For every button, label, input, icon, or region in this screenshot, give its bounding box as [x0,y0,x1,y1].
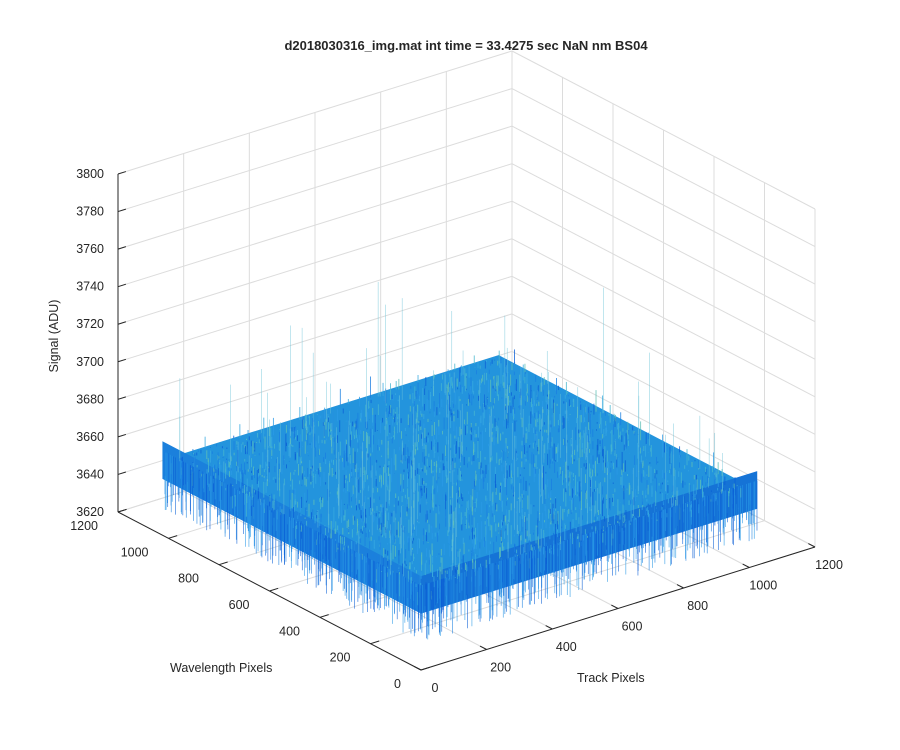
y-tick-label: 400 [279,624,300,638]
wall-grid-line [117,200,513,325]
y-tick-mark [370,640,380,645]
wall-grid-line [117,163,513,288]
wall-grid-line [511,238,816,398]
y-tick-mark [269,587,279,592]
tick-labels: 0 200 400 600 800 1000 1200 0 200 400 600 800 1000 12… [70,167,843,695]
y-tick-mark [420,666,430,671]
x-tick-label: 1200 [815,558,843,572]
wall-grid-line [511,163,816,323]
y-tick-mark [218,561,228,566]
x-tick-label: 800 [687,599,708,613]
wall-grid-line [117,238,513,363]
wall-grid-line [511,88,816,247]
x-tick-label: 1000 [749,579,777,593]
wall-grid-line [511,313,816,473]
x-tick-mark [479,645,487,650]
y-axis-label: Wavelength Pixels [170,661,272,675]
x-tick-mark [676,584,684,589]
wall-grid-line [511,50,816,210]
z-tick-label: 3760 [76,242,104,256]
y-tick-label: 0 [394,677,401,691]
z-axis-label: Signal (ADU) [47,300,61,373]
z-tick-mark [117,171,127,175]
z-tick-mark [117,208,127,213]
x-tick-label: 600 [622,620,643,634]
y-tick-label: 200 [330,651,351,665]
x-tick-label: 0 [432,681,439,695]
x-tick-mark [808,543,816,548]
z-tick-label: 3680 [76,392,104,406]
z-tick-mark [117,246,127,250]
axes [117,171,816,671]
x-tick-mark [545,625,553,630]
y-tick-label: 600 [229,598,250,612]
y-tick-mark [319,614,329,618]
z-tick-mark [117,396,127,400]
wall-grid-line [117,313,513,438]
y-tick-label: 1000 [121,545,149,559]
z-tick-label: 3640 [76,467,104,481]
z-tick-mark [117,433,127,438]
z-tick-mark [117,471,127,475]
y-tick-label: 800 [178,572,199,586]
wall-grid-line [511,125,816,285]
wall-grid-line [117,88,513,213]
wall-grid-line [511,275,816,435]
wall-grid-line [117,50,513,175]
wall-grid-line [117,125,513,250]
x-tick-label: 400 [556,640,577,654]
z-tick-label: 3700 [76,355,104,369]
wall-grid-line [511,351,816,510]
z-tick-label: 3740 [76,280,104,294]
z-tick-label: 3620 [76,505,104,519]
x-tick-mark [611,604,619,609]
z-tick-mark [117,509,127,513]
z-tick-label: 3800 [76,167,104,181]
y-tick-mark [168,535,178,539]
chart-title: d2018030316_img.mat int time = 33.4275 s… [284,38,648,53]
surface [162,281,758,640]
z-tick-label: 3660 [76,430,104,444]
x-tick-mark [414,666,422,671]
z-tick-mark [117,283,127,288]
wall-grid-line [117,275,513,400]
wall-grid-line [511,200,816,360]
x-axis-label: Track Pixels [577,671,645,685]
y-tick-label: 1200 [70,519,98,533]
x-tick-label: 200 [490,661,511,675]
z-tick-mark [117,358,127,363]
z-tick-label: 3720 [76,317,104,331]
z-tick-mark [117,321,127,325]
z-tick-label: 3780 [76,205,104,219]
x-tick-mark [742,563,750,568]
